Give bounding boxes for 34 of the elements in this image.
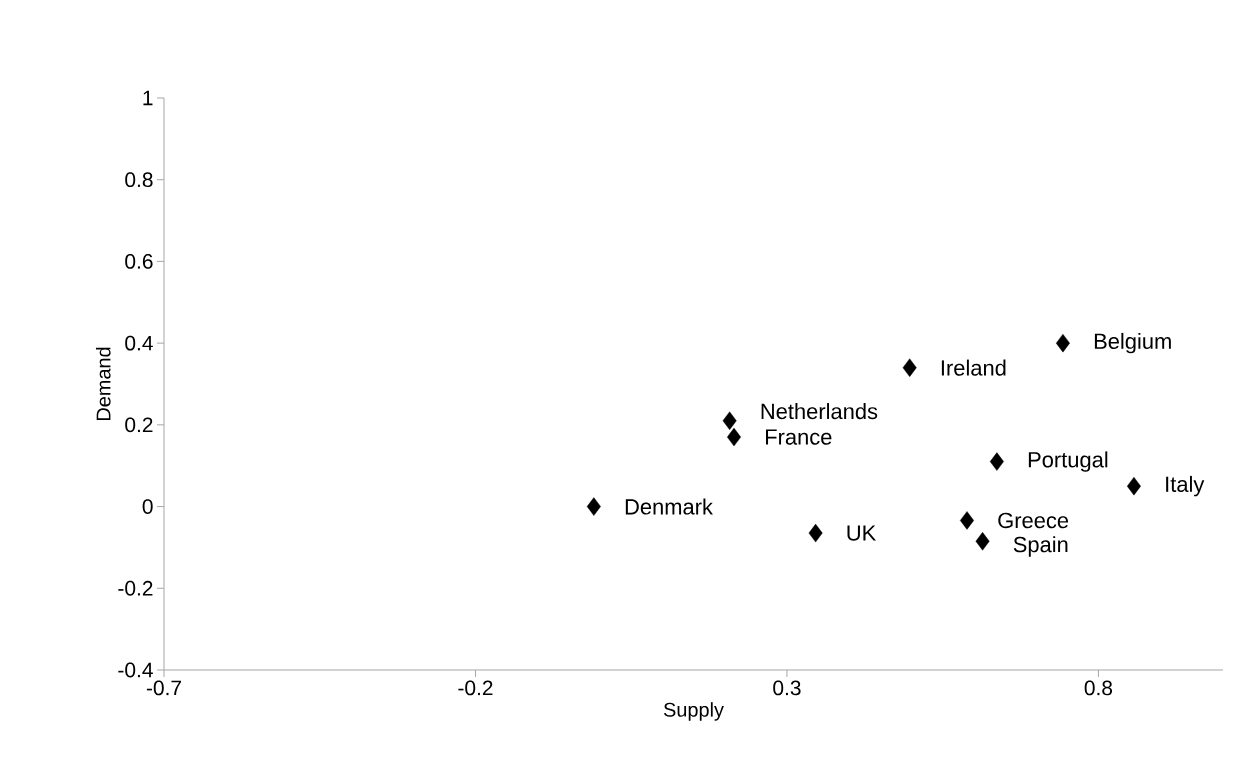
- y-tick-label: 0.2: [125, 417, 153, 433]
- x-tick-label: -0.2: [458, 680, 493, 696]
- y-tick-label: 0.6: [125, 254, 153, 269]
- y-tick-label: 1: [143, 90, 153, 106]
- point: [902, 358, 917, 377]
- annotation: Ireland: [941, 359, 1006, 376]
- point: [1055, 333, 1070, 353]
- point: [586, 497, 601, 516]
- annotation: Belgium: [1094, 332, 1171, 354]
- point: [722, 411, 737, 430]
- x-tick-label: 0.3: [773, 680, 801, 696]
- y-tick-label: 0: [142, 499, 153, 514]
- annotation: Netherlands: [761, 403, 878, 420]
- annotation: Portugal: [1028, 451, 1108, 472]
- annotation: Italy: [1166, 475, 1205, 497]
- y-tick-label: 0.4: [125, 335, 153, 351]
- y-tick-label: -0.2: [118, 580, 153, 596]
- annotation: Denmark: [625, 498, 713, 515]
- annotation: Greece: [998, 512, 1069, 529]
- x-axis-title: Supply: [663, 702, 724, 721]
- annotation: Spain: [1013, 536, 1068, 557]
- point: [1126, 476, 1141, 496]
- point: [808, 523, 823, 543]
- point: [960, 511, 974, 530]
- annotation: France: [766, 429, 832, 445]
- y-tick-label: -0.4: [118, 662, 153, 678]
- x-tick-label: 0.8: [1084, 680, 1113, 696]
- y-axis-title: Demand: [95, 347, 111, 420]
- y-tick-label: 0.8: [125, 172, 153, 188]
- annotation: UK: [847, 525, 877, 541]
- point: [727, 427, 741, 447]
- point: [989, 452, 1004, 471]
- x-tick-label: -0.7: [146, 680, 181, 696]
- point: [975, 532, 990, 551]
